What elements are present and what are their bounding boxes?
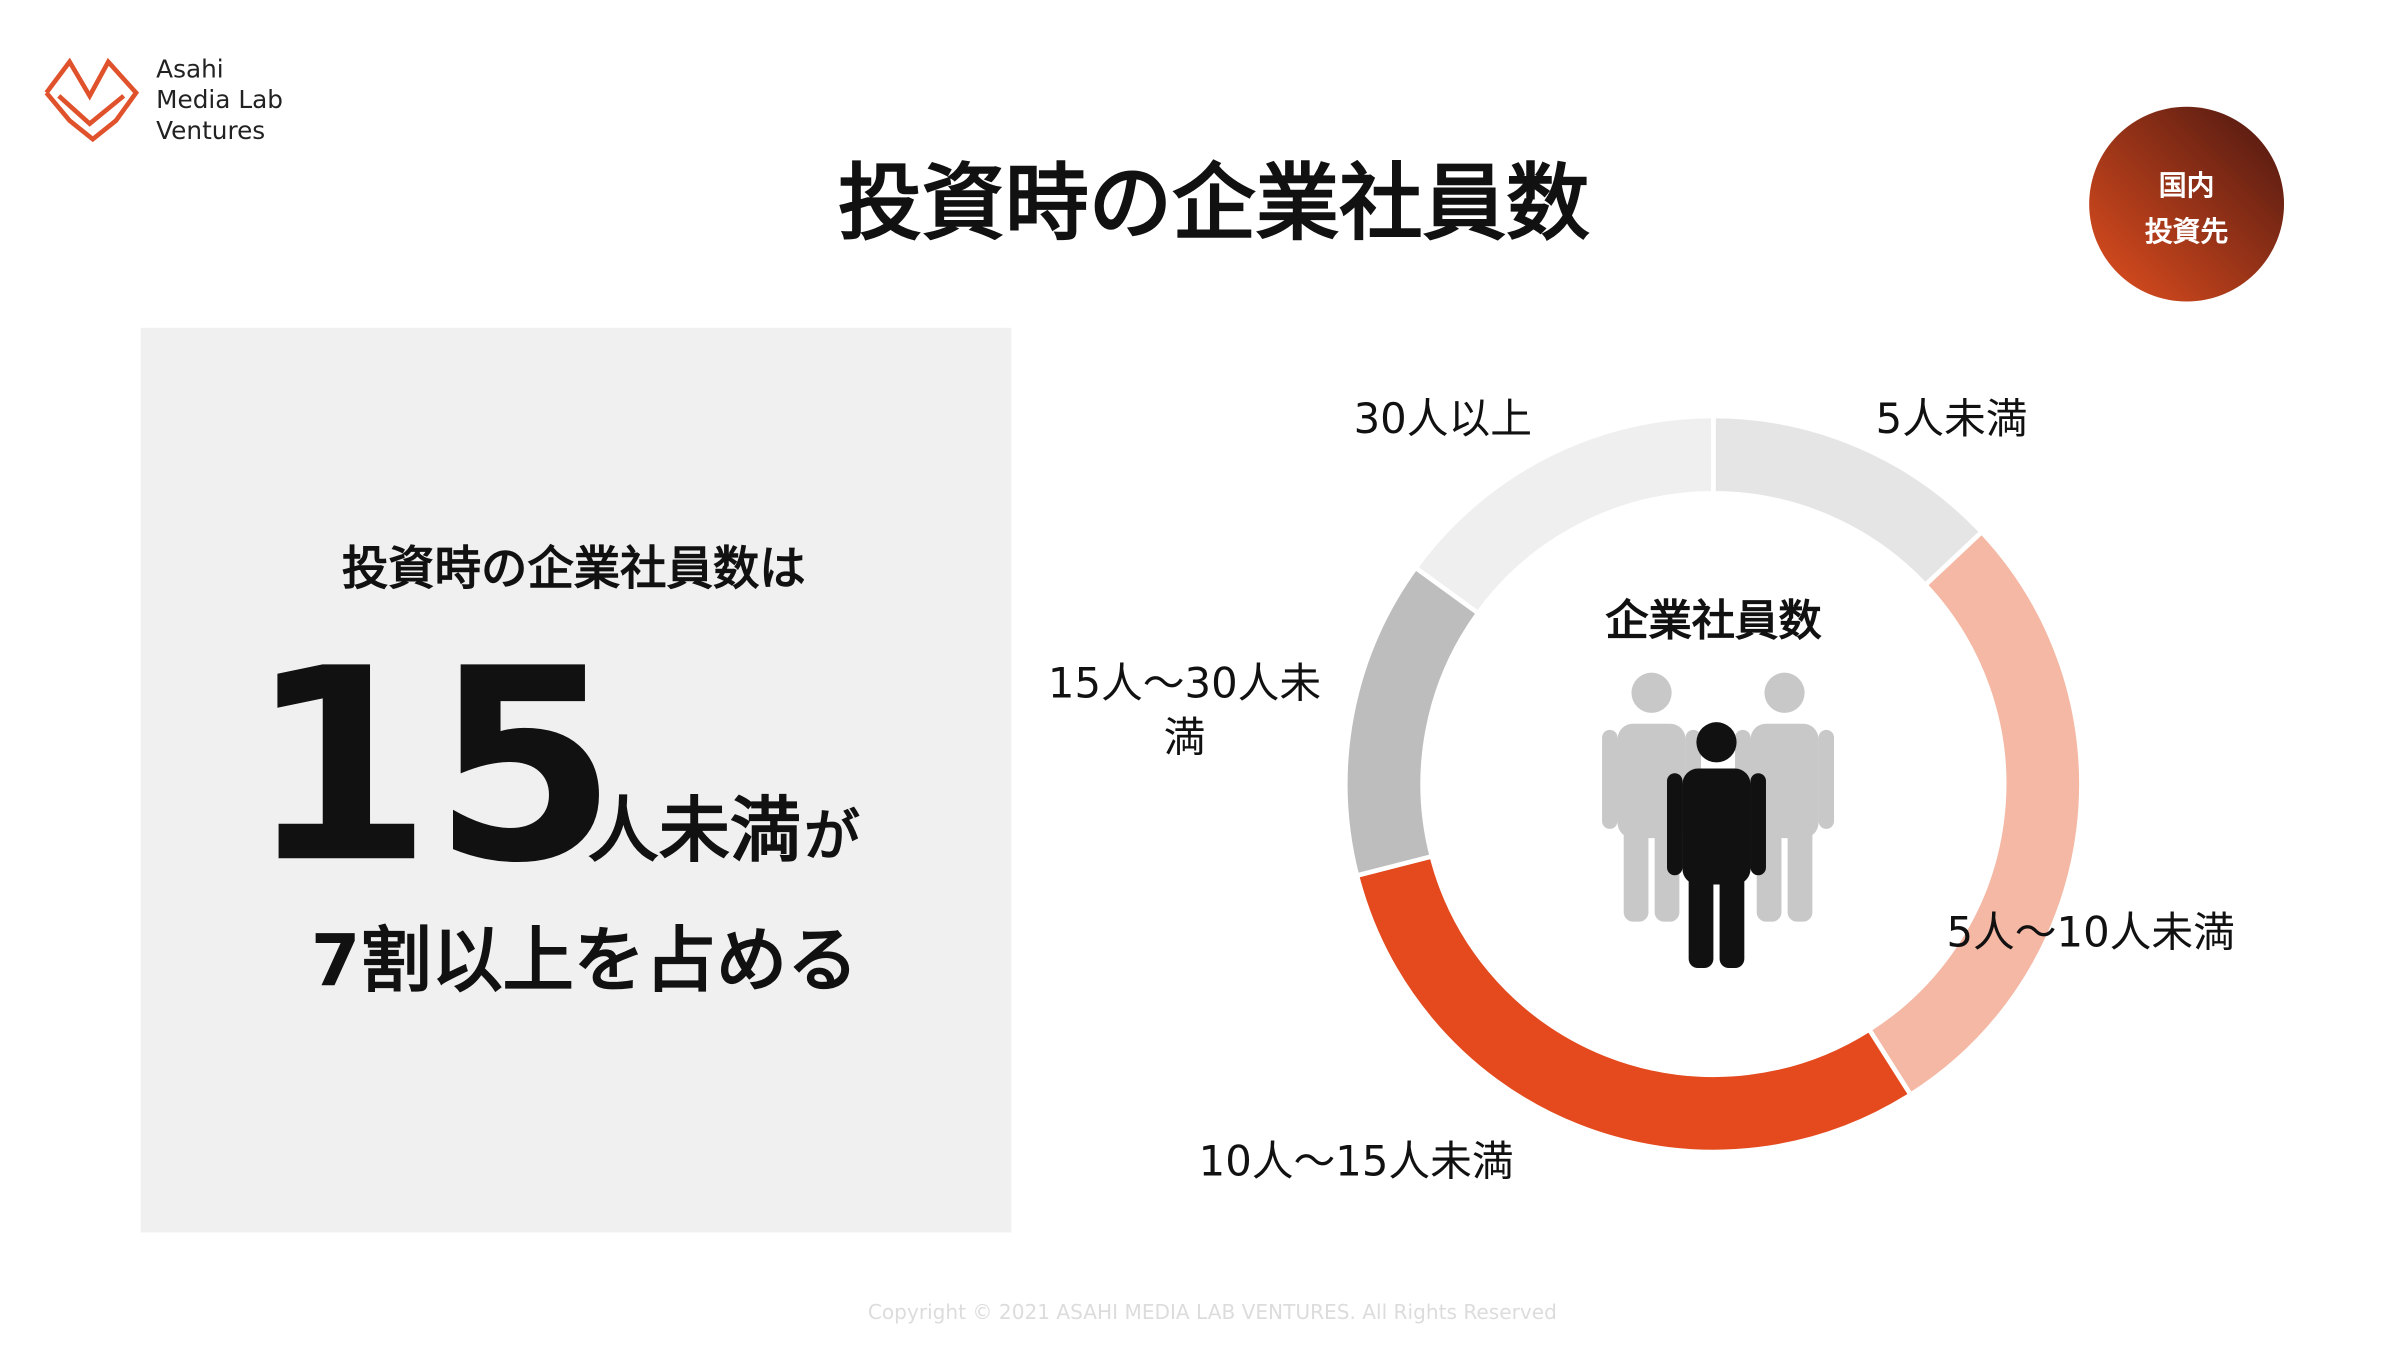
summary-panel xyxy=(140,327,1012,1233)
summary-number: 15 xyxy=(247,611,617,921)
logo-text: Media Lab xyxy=(156,85,283,114)
logo-text: Asahi xyxy=(156,54,224,83)
donut-chart xyxy=(1343,413,2084,1155)
donut-segment xyxy=(1343,564,1482,879)
donut-segment xyxy=(1865,528,2084,1098)
logo-mark xyxy=(57,94,126,127)
summary-conclusion: 7割以上を占める xyxy=(311,919,858,1002)
logo: Asahi Media Lab Ventures xyxy=(44,54,283,145)
donut-segment xyxy=(1354,853,1914,1155)
donut-segment xyxy=(1412,413,1716,617)
center-label: 企業社員数 xyxy=(1605,597,1822,647)
segment-label: 15人〜30人未満 xyxy=(1047,660,1322,763)
person-icon xyxy=(1667,722,1766,969)
badge-text: 投資先 xyxy=(2145,215,2229,248)
summary-lead: 投資時の企業社員数は xyxy=(342,542,806,596)
logo-text: Ventures xyxy=(156,116,265,145)
summary-particle: が xyxy=(804,804,860,869)
summary-unit: 人未満 xyxy=(588,789,801,872)
copyright: Copyright © 2021 ASAHI MEDIA LAB VENTURE… xyxy=(868,1300,1557,1324)
badge-text: 国内 xyxy=(2159,169,2215,202)
logo-mark xyxy=(44,57,140,143)
segment-label: 5人未満 xyxy=(1876,394,2028,443)
badge xyxy=(2089,106,2285,302)
segment-label: 10人〜15人未満 xyxy=(1199,1136,1514,1185)
segment-label-box: 15人〜30人未満 xyxy=(1047,660,1322,763)
segment-label: 30人以上 xyxy=(1354,394,1532,443)
title: 投資時の企業社員数 xyxy=(838,154,1590,252)
segment-label: 5人〜10人未満 xyxy=(1946,907,2234,956)
